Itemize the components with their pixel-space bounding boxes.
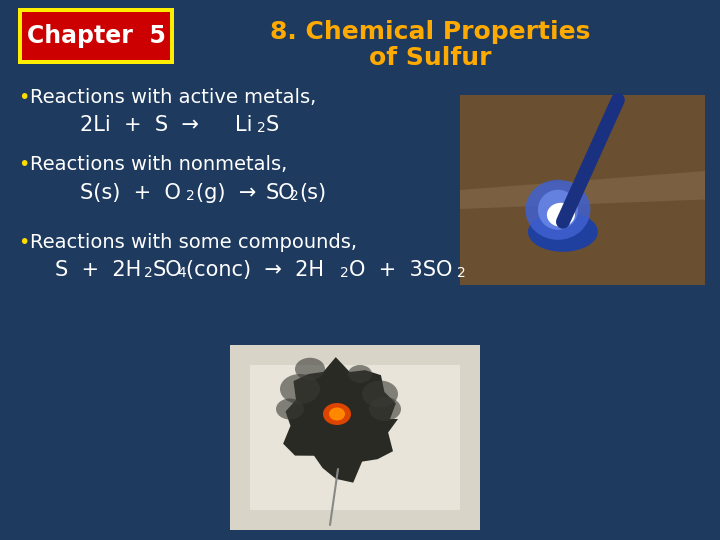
Text: 2: 2 (186, 189, 194, 203)
Text: 2: 2 (457, 266, 466, 280)
Ellipse shape (538, 190, 578, 230)
Text: (g)  →: (g) → (196, 183, 256, 203)
Bar (18, 8, 174, 64)
Text: of Sulfur: of Sulfur (369, 46, 491, 70)
Ellipse shape (323, 403, 351, 425)
Text: 2: 2 (290, 189, 299, 203)
Text: SO: SO (266, 183, 296, 203)
Text: SO: SO (153, 260, 183, 280)
Ellipse shape (348, 365, 372, 383)
Ellipse shape (528, 212, 598, 252)
Text: 2: 2 (144, 266, 153, 280)
Ellipse shape (526, 180, 590, 240)
Bar (22, 12, 170, 60)
Bar (250, 365, 460, 510)
Text: Reactions with some compounds,: Reactions with some compounds, (30, 233, 357, 252)
Ellipse shape (329, 408, 345, 421)
Text: (s): (s) (299, 183, 326, 203)
Ellipse shape (547, 203, 575, 227)
Text: Chapter  5: Chapter 5 (27, 24, 166, 48)
Text: Reactions with active metals,: Reactions with active metals, (30, 88, 316, 107)
Ellipse shape (276, 399, 304, 420)
Polygon shape (460, 95, 705, 190)
Text: Reactions with nonmetals,: Reactions with nonmetals, (30, 155, 287, 174)
Ellipse shape (295, 357, 325, 380)
Text: S(s)  +  O: S(s) + O (80, 183, 181, 203)
Text: •: • (18, 88, 30, 107)
Polygon shape (283, 357, 398, 483)
Ellipse shape (369, 397, 401, 421)
Text: S: S (266, 115, 279, 135)
Polygon shape (460, 199, 705, 285)
Text: 4: 4 (177, 266, 186, 280)
Ellipse shape (362, 381, 398, 408)
Ellipse shape (280, 374, 320, 404)
Text: (conc)  →  2H: (conc) → 2H (186, 260, 324, 280)
Text: •: • (18, 233, 30, 252)
Bar (230, 345, 480, 530)
Text: •: • (18, 155, 30, 174)
Text: O  +  3SO: O + 3SO (349, 260, 452, 280)
Text: 2: 2 (340, 266, 348, 280)
Text: 8. Chemical Properties: 8. Chemical Properties (270, 20, 590, 44)
Text: 2: 2 (257, 121, 266, 135)
Text: S  +  2H: S + 2H (55, 260, 141, 280)
Text: Li: Li (235, 115, 253, 135)
Bar (460, 95, 705, 285)
Text: 2Li  +  S  →: 2Li + S → (80, 115, 199, 135)
